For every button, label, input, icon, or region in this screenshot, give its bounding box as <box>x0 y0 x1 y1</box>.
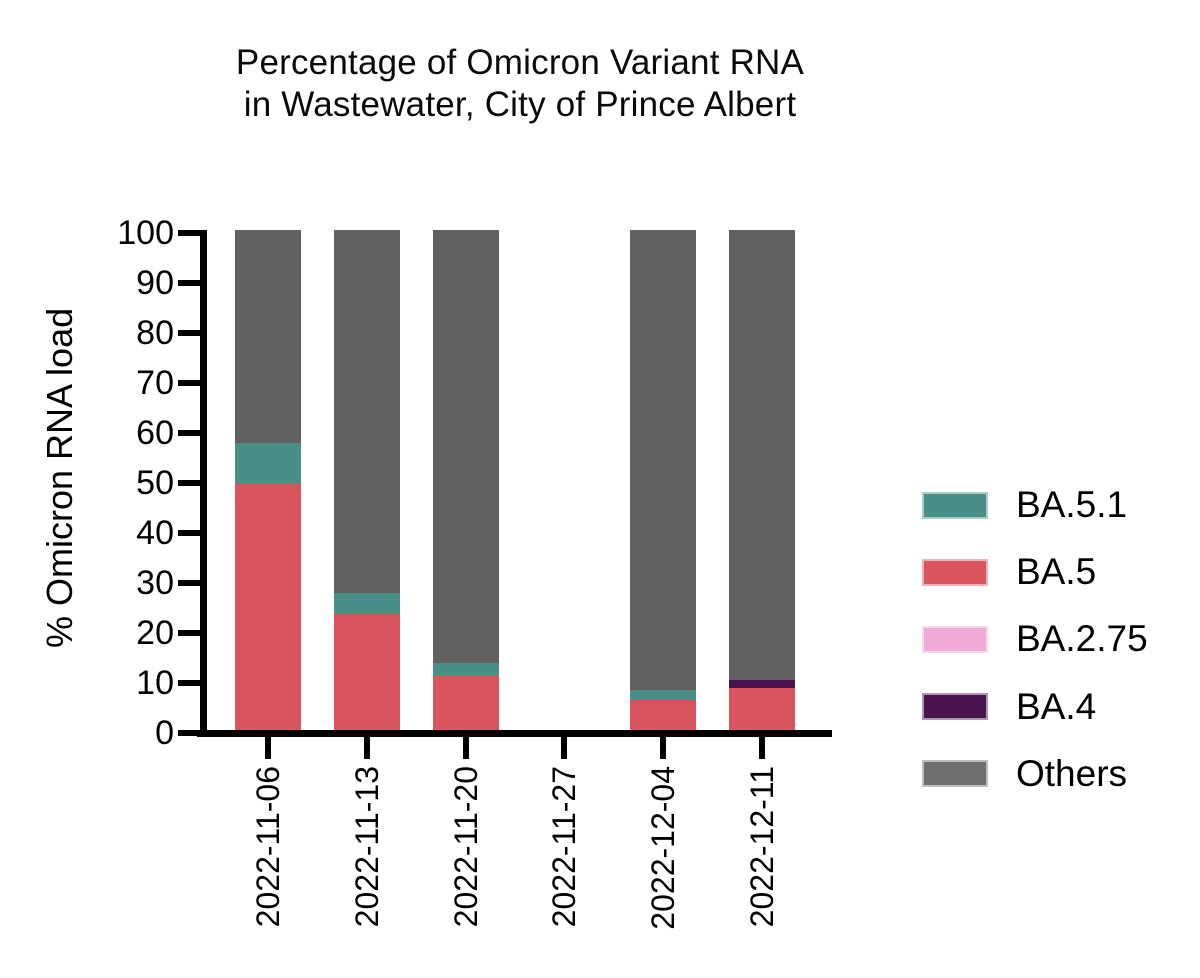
legend-label: BA.5 <box>1016 551 1097 593</box>
legend-label: BA.5.1 <box>1016 484 1128 525</box>
y-axis-tick-label: 40 <box>136 514 174 552</box>
y-axis-tick <box>178 330 200 336</box>
y-axis-tick <box>178 430 200 436</box>
legend-label: Others <box>1016 752 1128 794</box>
y-axis-tick <box>178 730 200 736</box>
y-axis-tick-label: 10 <box>136 664 174 702</box>
y-axis-tick <box>178 480 200 486</box>
y-axis-tick <box>178 380 200 386</box>
legend-swatch <box>922 558 988 586</box>
bar-segment <box>729 230 795 680</box>
bar-segment <box>432 675 499 730</box>
bar-segment <box>333 230 400 593</box>
bar-segment <box>235 442 301 483</box>
x-axis-tick <box>759 737 765 759</box>
x-axis-tick <box>660 737 667 759</box>
x-axis-line <box>197 730 832 737</box>
bar-segment <box>432 662 499 675</box>
legend-swatch <box>922 760 988 788</box>
y-axis-tick-label: 80 <box>136 314 174 352</box>
bar-segment <box>235 482 301 730</box>
x-axis-tick <box>462 737 469 759</box>
y-axis-tick-label: 100 <box>117 214 174 252</box>
y-axis-tick-label: 20 <box>136 614 174 652</box>
y-axis-tick-label: 0 <box>155 714 174 752</box>
bar-segment <box>630 230 697 690</box>
y-axis-tick-label: 30 <box>136 564 174 602</box>
bar-segment <box>729 680 795 688</box>
x-axis-tick <box>265 737 271 759</box>
x-axis-tick <box>561 737 568 759</box>
y-axis-tick-label: 70 <box>136 364 174 402</box>
bar-segment <box>432 230 499 663</box>
bar-segment <box>729 687 795 730</box>
chart-title-line2: in Wastewater, City of Prince Albert <box>243 85 797 124</box>
bar-segment <box>333 592 400 613</box>
chart-title: Percentage of Omicron Variant RNA in Was… <box>170 42 870 126</box>
y-axis-tick-label: 50 <box>136 464 174 502</box>
legend-swatch <box>922 625 988 653</box>
legend-label: BA.4 <box>1016 685 1097 727</box>
y-axis-tick-label: 60 <box>136 414 174 452</box>
y-axis-tick <box>178 280 200 286</box>
bar-segment <box>235 230 301 443</box>
y-axis-tick <box>178 630 200 636</box>
chart-title-line1: Percentage of Omicron Variant RNA <box>235 43 805 82</box>
y-axis-tick-label: 90 <box>136 264 174 302</box>
legend-label: BA.2.75 <box>1016 618 1148 660</box>
bar-segment <box>333 612 400 730</box>
legend-swatch <box>922 491 988 519</box>
bar-segment <box>630 690 697 700</box>
legend-swatch <box>922 693 988 721</box>
y-axis-tick <box>178 680 200 686</box>
y-axis-tick <box>178 580 200 586</box>
y-axis-line <box>200 230 207 737</box>
y-axis-tick <box>178 530 200 536</box>
bar-segment <box>630 700 697 730</box>
y-axis-tick <box>178 230 200 236</box>
x-axis-tick <box>363 737 370 759</box>
